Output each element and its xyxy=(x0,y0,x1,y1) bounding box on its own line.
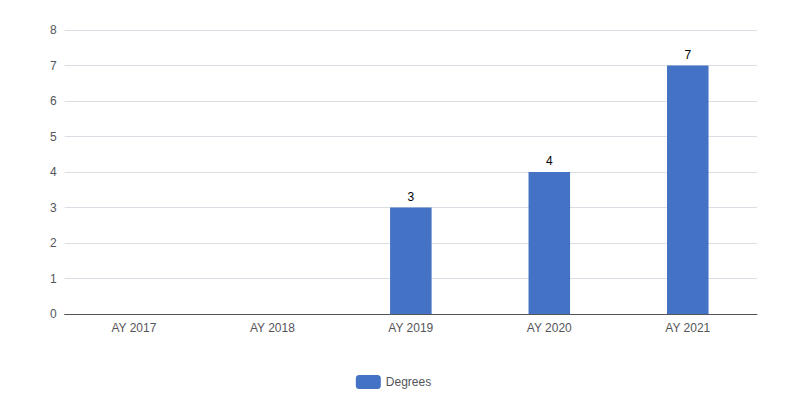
svg-text:8: 8 xyxy=(50,23,57,37)
svg-text:AY 2020: AY 2020 xyxy=(527,321,572,335)
svg-text:3: 3 xyxy=(407,190,414,204)
svg-text:4: 4 xyxy=(50,165,57,179)
svg-text:AY 2018: AY 2018 xyxy=(250,321,295,335)
svg-text:2: 2 xyxy=(50,236,57,250)
svg-text:1: 1 xyxy=(50,272,57,286)
svg-text:AY 2019: AY 2019 xyxy=(388,321,433,335)
svg-text:7: 7 xyxy=(50,59,57,73)
svg-text:AY 2021: AY 2021 xyxy=(665,321,710,335)
svg-text:5: 5 xyxy=(50,130,57,144)
svg-text:AY 2017: AY 2017 xyxy=(111,321,156,335)
svg-text:0: 0 xyxy=(50,307,57,321)
svg-text:6: 6 xyxy=(50,94,57,108)
svg-text:Degrees: Degrees xyxy=(386,375,431,389)
svg-text:3: 3 xyxy=(50,201,57,215)
svg-text:4: 4 xyxy=(546,154,553,168)
svg-text:7: 7 xyxy=(684,48,691,62)
